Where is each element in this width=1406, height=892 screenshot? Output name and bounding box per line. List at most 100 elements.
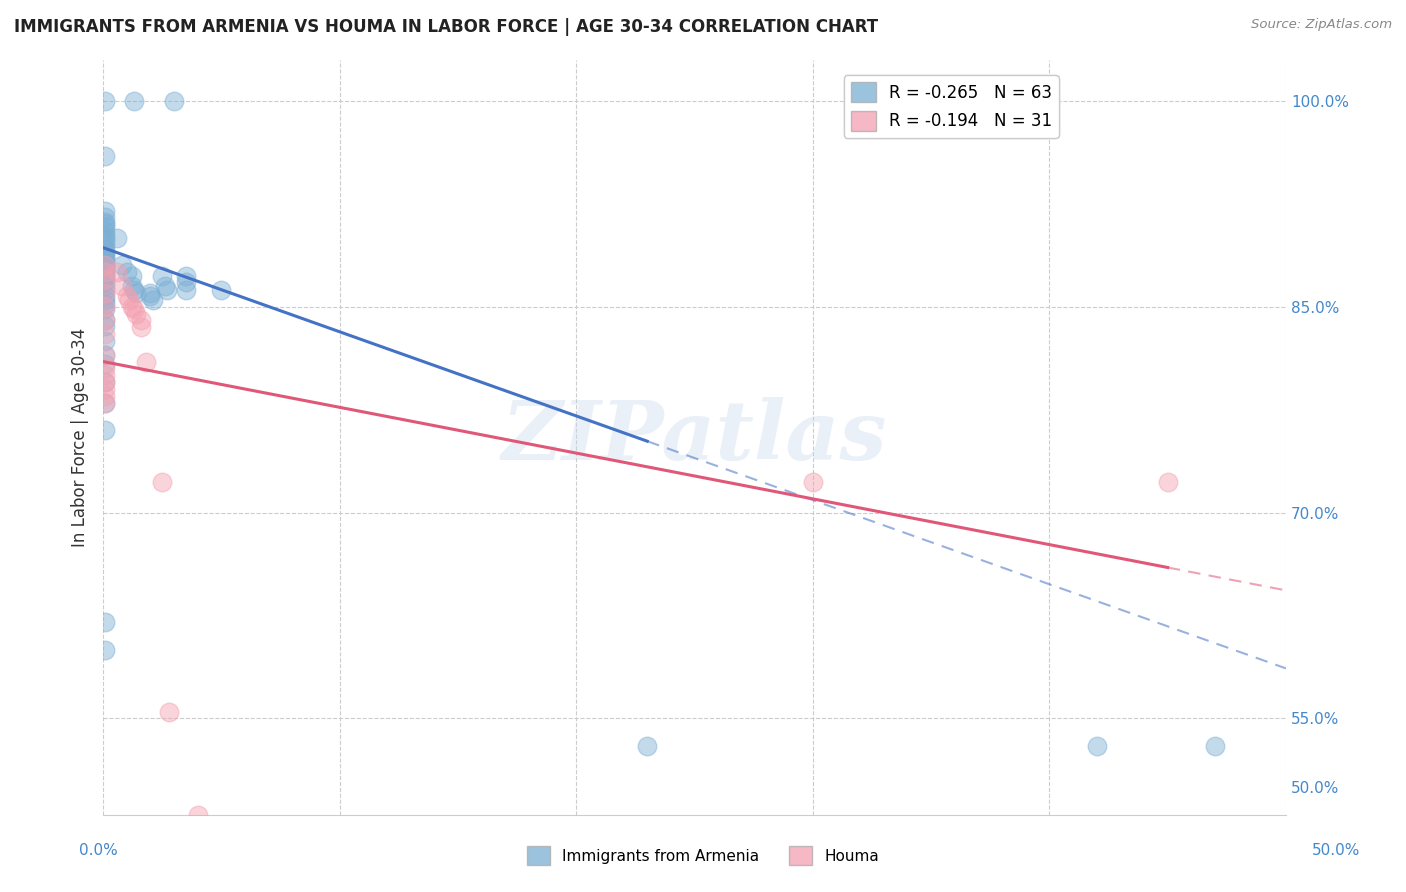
Point: [1156, 475, 1178, 490]
Point: [111, 279, 134, 293]
Point: [122, 94, 145, 108]
Point: [156, 283, 179, 297]
Point: [94, 256, 117, 270]
Point: [94, 313, 117, 327]
Point: [125, 307, 148, 321]
Text: Source: ZipAtlas.com: Source: ZipAtlas.com: [1251, 18, 1392, 31]
Point: [94, 302, 117, 317]
Point: [94, 247, 117, 261]
Point: [174, 283, 197, 297]
Point: [105, 231, 128, 245]
Point: [94, 264, 117, 278]
Point: [94, 259, 117, 273]
Point: [94, 375, 117, 389]
Point: [118, 293, 141, 307]
Point: [94, 318, 117, 333]
Point: [94, 244, 117, 259]
Point: [94, 313, 117, 327]
Text: 50.0%: 50.0%: [1312, 843, 1360, 858]
Point: [94, 238, 117, 252]
Point: [1204, 739, 1226, 753]
Point: [174, 275, 197, 289]
Point: [94, 94, 117, 108]
Point: [115, 288, 138, 302]
Point: [150, 269, 173, 284]
Point: [150, 475, 173, 490]
Point: [94, 267, 117, 281]
Point: [105, 265, 128, 279]
Point: [94, 228, 117, 243]
Point: [94, 293, 117, 307]
Legend: Immigrants from Armenia, Houma: Immigrants from Armenia, Houma: [520, 840, 886, 871]
Text: 0.0%: 0.0%: [79, 843, 118, 858]
Point: [94, 334, 117, 348]
Point: [121, 279, 143, 293]
Point: [94, 217, 117, 231]
Point: [94, 348, 117, 362]
Point: [94, 357, 117, 371]
Point: [94, 368, 117, 383]
Point: [111, 259, 134, 273]
Point: [94, 288, 117, 302]
Point: [209, 283, 232, 297]
Point: [801, 475, 824, 490]
Point: [94, 242, 117, 256]
Point: [94, 234, 117, 248]
Point: [94, 220, 117, 235]
Point: [174, 269, 197, 284]
Point: [636, 739, 658, 753]
Text: ZIPatlas: ZIPatlas: [502, 397, 887, 477]
Point: [94, 285, 117, 300]
Point: [129, 313, 152, 327]
Point: [94, 275, 117, 289]
Point: [125, 285, 148, 300]
Point: [94, 615, 117, 630]
Point: [121, 300, 143, 314]
Point: [94, 300, 117, 314]
Point: [94, 203, 117, 218]
Legend: R = -0.265   N = 63, R = -0.194   N = 31: R = -0.265 N = 63, R = -0.194 N = 31: [844, 76, 1059, 138]
Point: [94, 211, 117, 225]
Point: [94, 396, 117, 410]
Point: [163, 94, 186, 108]
Point: [94, 272, 117, 286]
Point: [94, 389, 117, 403]
Point: [94, 423, 117, 437]
Point: [94, 231, 117, 245]
Point: [122, 302, 145, 317]
Point: [121, 269, 143, 284]
Point: [94, 382, 117, 396]
Point: [94, 327, 117, 342]
Point: [94, 361, 117, 376]
Point: [135, 354, 157, 368]
Point: [94, 250, 117, 264]
Point: [94, 224, 117, 238]
Point: [94, 279, 117, 293]
Point: [157, 705, 180, 719]
Point: [94, 396, 117, 410]
Point: [94, 297, 117, 311]
Point: [122, 283, 145, 297]
Point: [94, 643, 117, 657]
Point: [142, 293, 165, 307]
Point: [94, 283, 117, 297]
Text: IMMIGRANTS FROM ARMENIA VS HOUMA IN LABOR FORCE | AGE 30-34 CORRELATION CHART: IMMIGRANTS FROM ARMENIA VS HOUMA IN LABO…: [14, 18, 879, 36]
Point: [94, 252, 117, 267]
Point: [94, 261, 117, 276]
Point: [94, 375, 117, 389]
Point: [94, 259, 117, 273]
Point: [129, 320, 152, 334]
Point: [94, 265, 117, 279]
Point: [187, 807, 209, 822]
Point: [1085, 739, 1108, 753]
Point: [94, 272, 117, 286]
Point: [153, 279, 176, 293]
Point: [94, 269, 117, 284]
Y-axis label: In Labor Force | Age 30-34: In Labor Force | Age 30-34: [72, 327, 89, 547]
Point: [139, 285, 162, 300]
Point: [139, 288, 162, 302]
Point: [94, 149, 117, 163]
Point: [94, 214, 117, 228]
Point: [94, 348, 117, 362]
Point: [115, 265, 138, 279]
